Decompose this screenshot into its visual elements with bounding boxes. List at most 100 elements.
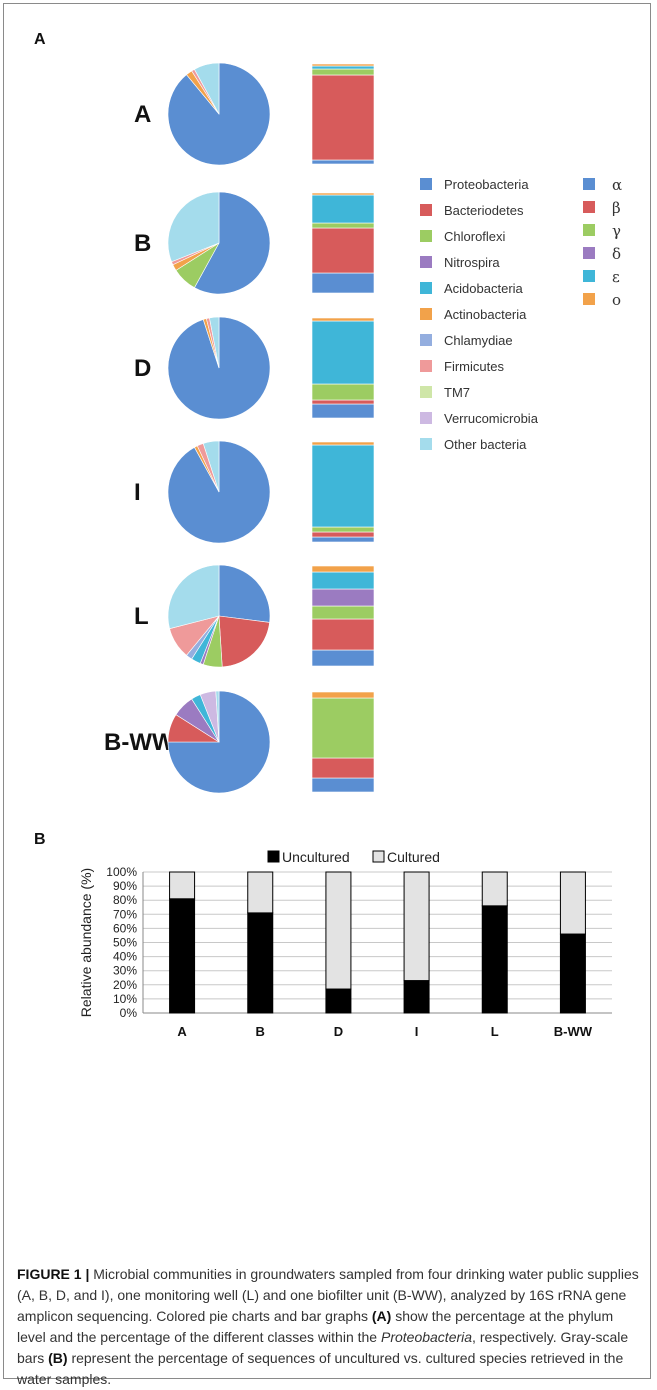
class-bar-segment-l-2 xyxy=(311,618,375,651)
bar-uncultured-b xyxy=(247,912,274,1014)
row-label-d: D xyxy=(134,355,151,382)
class-bar-segment-a-6 xyxy=(311,63,375,67)
bar-uncultured-d xyxy=(325,988,352,1014)
y-tick-50: 50% xyxy=(113,936,137,950)
x-tick-a: A xyxy=(177,1024,187,1039)
class-legend-label-3: γ xyxy=(612,222,621,240)
row-label-i: I xyxy=(134,479,141,506)
class-bar-segment-i-2 xyxy=(311,531,375,538)
class-bar-segment-l-5 xyxy=(311,571,375,590)
class-bar-segment-b-3 xyxy=(311,222,375,229)
phylum-legend-label-actinobacteria: Actinobacteria xyxy=(444,307,527,322)
class-bar-segment-a-5 xyxy=(311,65,375,70)
class-legend-swatch-2 xyxy=(583,201,595,213)
class-legend-label-4: δ xyxy=(612,245,621,263)
pie-slice-i-other-bacteria xyxy=(202,440,220,493)
panel-b: Uncultured Cultured 0%10%20%30%40%50%60%70… xyxy=(78,849,612,1039)
class-legend-swatch-5 xyxy=(583,270,595,282)
class-bar-segment-b-1 xyxy=(311,272,375,294)
phylum-legend-label-bacteriodetes: Bacteriodetes xyxy=(444,203,524,218)
row-label-l: L xyxy=(134,603,149,630)
bar-uncultured-a xyxy=(169,898,196,1014)
pie-slice-l-other-bacteria xyxy=(167,564,220,630)
pie-slice-b-proteobacteria xyxy=(194,191,271,295)
y-tick-70: 70% xyxy=(113,907,137,921)
caption-text-4: represent the percentage of sequences of… xyxy=(17,1350,624,1387)
x-tick-d: D xyxy=(334,1024,343,1039)
class-bar-segment-b-6 xyxy=(311,192,375,196)
figure-frame xyxy=(3,3,651,1379)
class-bar-segment-l-1 xyxy=(311,649,375,667)
class-bar-segment-b-ww-6 xyxy=(311,691,375,699)
y-tick-10: 10% xyxy=(113,992,137,1006)
bar-uncultured-l xyxy=(481,905,508,1014)
class-legend-label-6: o xyxy=(612,291,621,309)
class-bar-segment-l-4 xyxy=(311,588,375,607)
class-bar-segment-d-3 xyxy=(311,383,375,401)
phylum-legend-swatch-verrucomicrobia xyxy=(420,412,432,424)
phylum-legend-swatch-proteobacteria xyxy=(420,178,432,190)
class-bar-segment-d-5 xyxy=(311,320,375,385)
caption-ref-a: (A) xyxy=(371,1308,392,1324)
y-tick-0: 0% xyxy=(120,1006,138,1020)
caption-text-3: , respectively. Gray-scale bars xyxy=(17,1329,629,1366)
pie-slice-d-proteobacteria xyxy=(167,316,271,420)
pie-slice-a-other-bacteria xyxy=(194,62,220,115)
bar-cultured-a xyxy=(169,871,196,900)
x-tick-i: I xyxy=(415,1024,419,1039)
y-tick-40: 40% xyxy=(113,950,137,964)
bar-cultured-b-ww xyxy=(559,871,586,935)
caption-ref-b: (B) xyxy=(48,1350,68,1366)
panel-label-b: B xyxy=(34,831,46,848)
panel-label-a: A xyxy=(34,31,46,48)
bar-cultured-l xyxy=(481,871,508,907)
x-tick-l: L xyxy=(491,1024,499,1039)
pie-slice-b-other-bacteria xyxy=(167,191,220,263)
caption-italic-term: Proteobacteria xyxy=(380,1329,473,1345)
bar-uncultured-i xyxy=(403,980,430,1014)
phylum-legend-label-proteobacteria: Proteobacteria xyxy=(444,177,529,192)
y-axis-label: Relative abundance (%) xyxy=(78,868,94,1017)
class-legend-swatch-6 xyxy=(583,293,595,305)
bar-uncultured-b-ww xyxy=(559,933,586,1014)
class-legend-swatch-1 xyxy=(583,178,595,190)
caption-label: FIGURE 1 | xyxy=(17,1266,90,1282)
phylum-legend-label-chlamydiae: Chlamydiae xyxy=(444,333,513,348)
phylum-legend-swatch-bacteriodetes xyxy=(420,204,432,216)
phylum-legend-swatch-actinobacteria xyxy=(420,308,432,320)
pie-slice-d-other-bacteria xyxy=(209,316,220,369)
class-bar-segment-b-ww-1 xyxy=(311,777,375,793)
class-bar-segment-b-ww-3 xyxy=(311,697,375,759)
bar-legend-label-uncultured: Uncultured xyxy=(282,849,350,865)
class-legend-swatch-3 xyxy=(583,224,595,236)
phylum-legend-swatch-acidobacteria xyxy=(420,282,432,294)
phylum-legend-label-nitrospira: Nitrospira xyxy=(444,255,500,270)
phylum-legend-label-acidobacteria: Acidobacteria xyxy=(444,281,524,296)
class-bar-segment-i-5 xyxy=(311,444,375,528)
bar-legend-swatch-cultured xyxy=(372,850,385,863)
class-bar-segment-a-3 xyxy=(311,68,375,76)
bar-cultured-b xyxy=(247,871,274,914)
phylum-legend-label-chloroflexi: Chloroflexi xyxy=(444,229,506,244)
x-tick-b-ww: B-WW xyxy=(554,1024,593,1039)
class-bar-segment-i-3 xyxy=(311,526,375,533)
caption-text-2: show the percentage at the phylum level … xyxy=(17,1308,614,1345)
y-tick-80: 80% xyxy=(113,893,137,907)
class-bar-segment-l-6 xyxy=(311,565,375,573)
phylum-legend-swatch-chloroflexi xyxy=(420,230,432,242)
class-bar-segment-b-ww-2 xyxy=(311,757,375,779)
phylum-legend-swatch-tm7 xyxy=(420,386,432,398)
phylum-legend-label-tm7: TM7 xyxy=(444,385,470,400)
class-bar-segment-l-3 xyxy=(311,605,375,620)
x-tick-b: B xyxy=(256,1024,265,1039)
phylum-legend-label-other-bacteria: Other bacteria xyxy=(444,437,527,452)
class-legend-label-5: ε xyxy=(612,268,620,286)
phylum-legend-swatch-chlamydiae xyxy=(420,334,432,346)
y-tick-20: 20% xyxy=(113,978,137,992)
y-tick-30: 30% xyxy=(113,964,137,978)
class-bar-segment-a-1 xyxy=(311,159,375,165)
y-tick-60: 60% xyxy=(113,921,137,935)
class-legend-swatch-4 xyxy=(583,247,595,259)
bar-legend-label-cultured: Cultured xyxy=(387,849,440,865)
